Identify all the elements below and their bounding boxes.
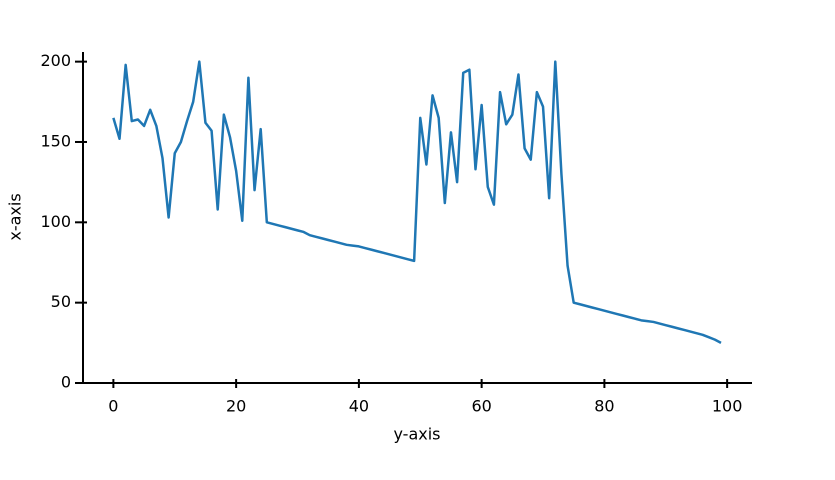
y-tick-label: 150 [40, 131, 71, 150]
y-tick-label: 0 [61, 373, 71, 392]
y-tick-label: 200 [40, 51, 71, 70]
x-tick-label: 100 [712, 397, 743, 416]
y-axis-label: x-axis [6, 193, 25, 240]
x-tick-label: 40 [349, 397, 369, 416]
y-tick-label: 50 [51, 292, 71, 311]
x-tick-label: 80 [594, 397, 614, 416]
x-axis-label: y-axis [393, 425, 440, 444]
y-tick-label: 100 [40, 212, 71, 231]
x-tick-label: 20 [226, 397, 246, 416]
x-tick-label: 0 [108, 397, 118, 416]
x-tick-label: 60 [471, 397, 491, 416]
line [112, 60, 722, 344]
